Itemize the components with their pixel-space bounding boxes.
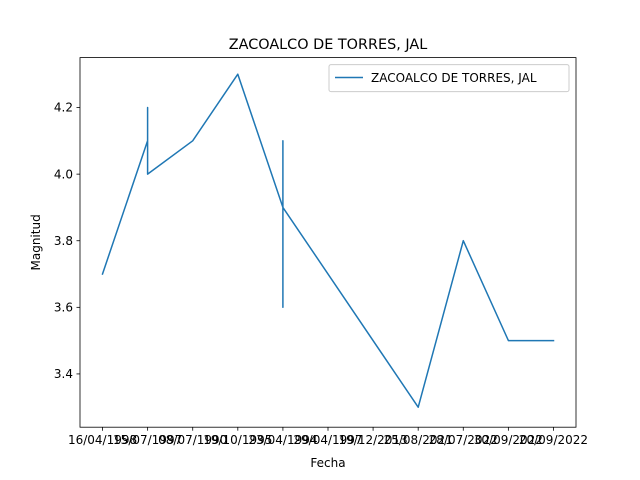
x-tick-label: 28/07/2022: [429, 433, 498, 447]
x-tick-label: 08/07/1990: [158, 433, 227, 447]
y-tick-label: 4.2: [54, 101, 73, 115]
y-tick-label: 4.0: [54, 167, 73, 181]
legend-box: [328, 64, 570, 93]
series-line: [101, 73, 555, 408]
x-tick-label: 15/07/1997: [113, 433, 182, 447]
y-tick-label: 3.8: [54, 234, 73, 248]
x-tick-label: 30/09/2022: [474, 433, 543, 447]
legend: ZACOALCO DE TORRES, JAL: [328, 64, 570, 93]
plot-frame: [79, 57, 577, 428]
x-tick-label: 16/04/1998: [68, 433, 137, 447]
plot-area: [80, 57, 576, 428]
x-tick-label: 23/04/1994: [248, 433, 317, 447]
y-axis-label: Magnitud: [29, 214, 43, 270]
x-axis-ticks: 16/04/199815/07/199708/07/199019/10/1995…: [68, 427, 588, 447]
x-tick-label: 29/04/1997: [293, 433, 362, 447]
y-tick-label: 3.6: [54, 301, 73, 315]
chart-title: ZACOALCO DE TORRES, JAL: [229, 37, 427, 53]
x-tick-label: 19/10/1995: [203, 433, 272, 447]
legend-label: ZACOALCO DE TORRES, JAL: [371, 71, 537, 85]
x-tick-label: 20/09/2022: [519, 433, 588, 447]
x-axis-label: Fecha: [310, 456, 345, 470]
y-tick-label: 3.4: [54, 367, 73, 381]
x-tick-label: 25/08/2021: [384, 433, 453, 447]
y-axis-ticks: 3.4 3.6 3.8 4.0 4.2: [54, 101, 80, 381]
x-tick-label: 19/12/2013: [339, 433, 408, 447]
